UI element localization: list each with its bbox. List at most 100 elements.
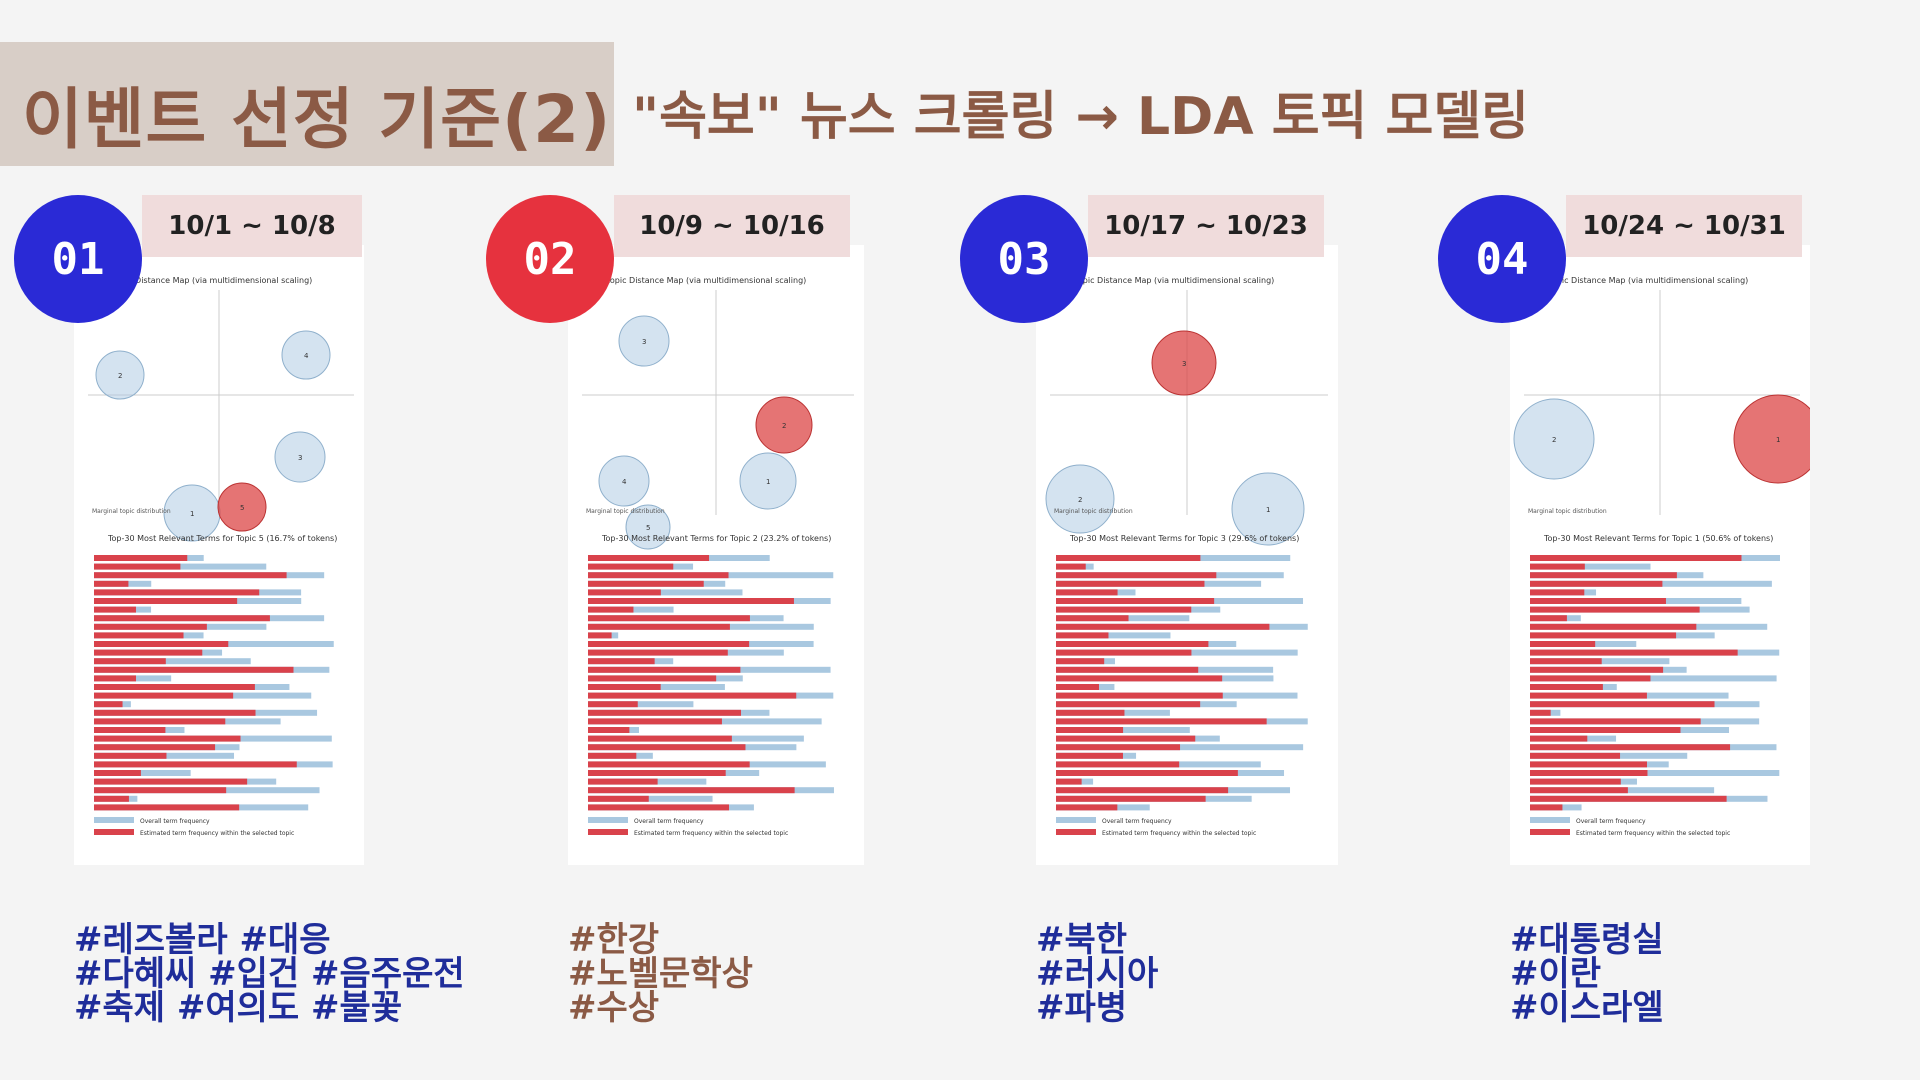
term-estimated-bar	[1530, 555, 1742, 561]
keyword-tag-line: #이스라엘	[1510, 988, 1664, 1028]
term-estimated-bar	[1056, 580, 1205, 587]
term-estimated-bar	[94, 727, 166, 733]
term-estimated-bar	[1530, 787, 1628, 794]
term-estimated-bar	[94, 598, 238, 604]
topic-bubble-label: 1	[1266, 506, 1270, 514]
keyword-tag-line: #러시아	[1036, 954, 1159, 994]
period-number-badge: 02	[486, 195, 614, 323]
topic-bubble-label: 5	[646, 524, 650, 532]
term-estimated-bar	[94, 563, 181, 570]
topic-bubble-label: 2	[782, 422, 786, 430]
marginal-label: Marginal topic distribution	[586, 508, 665, 515]
period-number-badge: 01	[14, 195, 142, 323]
topic-bubble	[95, 350, 145, 400]
term-estimated-bar	[1530, 589, 1585, 596]
lda-chart-svg: Intertopic Distance Map (via multidimens…	[1045, 276, 1328, 837]
term-estimated-bar	[1056, 701, 1201, 708]
term-estimated-bar	[1530, 752, 1621, 759]
map-title: Intertopic Distance Map (via multidimens…	[1530, 276, 1748, 285]
term-estimated-bar	[1530, 735, 1588, 742]
topic-bubble-label: 1	[1776, 436, 1780, 444]
term-estimated-bar	[94, 718, 226, 725]
page-title: 이벤트 선정 기준(2)	[22, 81, 612, 158]
term-estimated-bar	[1530, 684, 1603, 690]
term-estimated-bar	[1056, 606, 1192, 613]
term-estimated-bar	[94, 555, 188, 561]
term-frequency-bar	[94, 658, 251, 665]
lda-chart-svg: Intertopic Distance Map (via multidimens…	[1513, 276, 1810, 837]
term-estimated-bar	[588, 727, 630, 733]
term-estimated-bar	[588, 752, 637, 759]
term-frequency-bar	[1056, 632, 1171, 639]
legend-overall-swatch	[1056, 817, 1096, 823]
term-estimated-bar	[1056, 795, 1206, 802]
keyword-tag-line: #노벨문학상	[568, 954, 753, 994]
topic-bubble-label: 3	[1182, 360, 1186, 368]
term-estimated-bar	[1056, 787, 1229, 794]
term-estimated-bar	[94, 658, 166, 665]
topic-bubble	[217, 482, 267, 532]
legend-overall-swatch	[1530, 817, 1570, 823]
term-estimated-bar	[588, 718, 722, 725]
page-subtitle: "속보" 뉴스 크롤링 → LDA 토픽 모델링	[632, 87, 1529, 147]
term-estimated-bar	[94, 615, 270, 622]
legend-estimated-swatch	[1530, 829, 1570, 835]
map-title: Intertopic Distance Map (via multidimens…	[588, 276, 806, 285]
term-estimated-bar	[1056, 563, 1086, 570]
term-estimated-bar	[588, 778, 658, 785]
topic-bubble-label: 4	[304, 352, 309, 360]
topic-bubble-label: 2	[1552, 436, 1556, 444]
term-estimated-bar	[1530, 770, 1648, 776]
topic-bubble	[618, 315, 670, 367]
legend-estimated-label: Estimated term frequency within the sele…	[634, 830, 788, 837]
keyword-tag-line: #축제 #여의도 #불꽃	[74, 988, 403, 1028]
term-estimated-bar	[588, 615, 750, 622]
period-column-3: 03 10/17 ~ 10/23 Intertopic Distance Map…	[960, 195, 1430, 1055]
term-estimated-bar	[588, 572, 729, 579]
term-estimated-bar	[94, 778, 248, 785]
legend-estimated-label: Estimated term frequency within the sele…	[1102, 830, 1256, 837]
term-estimated-bar	[588, 770, 726, 776]
term-estimated-bar	[1056, 735, 1196, 742]
term-estimated-bar	[1530, 649, 1738, 656]
term-estimated-bar	[1530, 804, 1563, 811]
keyword-tags: #북한 #러시아 #파병	[1036, 923, 1158, 1025]
term-estimated-bar	[588, 555, 710, 561]
keyword-tag-line: #이란	[1510, 954, 1602, 994]
term-estimated-bar	[94, 684, 255, 690]
term-estimated-bar	[1530, 598, 1666, 604]
term-estimated-bar	[94, 804, 240, 811]
term-estimated-bar	[588, 632, 612, 639]
keyword-tag-line: #한강	[568, 920, 660, 960]
term-estimated-bar	[1056, 589, 1118, 596]
legend-estimated-swatch	[588, 829, 628, 835]
period-number-badge: 04	[1438, 195, 1566, 323]
topic-bubble	[1513, 398, 1595, 480]
term-estimated-bar	[588, 804, 729, 811]
term-estimated-bar	[1056, 778, 1082, 785]
legend-overall-label: Overall term frequency	[634, 818, 704, 825]
term-estimated-bar	[588, 675, 717, 682]
term-estimated-bar	[94, 752, 167, 759]
term-estimated-bar	[94, 761, 297, 768]
term-estimated-bar	[94, 666, 294, 673]
bar-chart-title: Top-30 Most Relevant Terms for Topic 2 (…	[601, 534, 831, 543]
keyword-tag-line: #수상	[568, 988, 660, 1028]
term-estimated-bar	[94, 692, 234, 699]
topic-bubble	[1045, 464, 1115, 534]
term-frequency-bar	[588, 589, 743, 596]
term-estimated-bar	[588, 658, 655, 665]
term-estimated-bar	[588, 701, 638, 708]
term-estimated-bar	[1530, 727, 1681, 733]
term-estimated-bar	[1056, 675, 1223, 682]
lda-visualization-panel: Intertopic Distance Map (via multidimens…	[1510, 245, 1810, 865]
term-estimated-bar	[94, 795, 129, 802]
topic-bubble	[1733, 394, 1810, 484]
legend-estimated-swatch	[94, 829, 134, 835]
topic-bubble	[274, 431, 326, 483]
term-estimated-bar	[1530, 580, 1663, 587]
legend-estimated-label: Estimated term frequency within the sele…	[140, 830, 294, 837]
map-title: Intertopic Distance Map (via multidimens…	[1056, 276, 1274, 285]
term-estimated-bar	[1056, 666, 1199, 673]
term-estimated-bar	[588, 666, 741, 673]
